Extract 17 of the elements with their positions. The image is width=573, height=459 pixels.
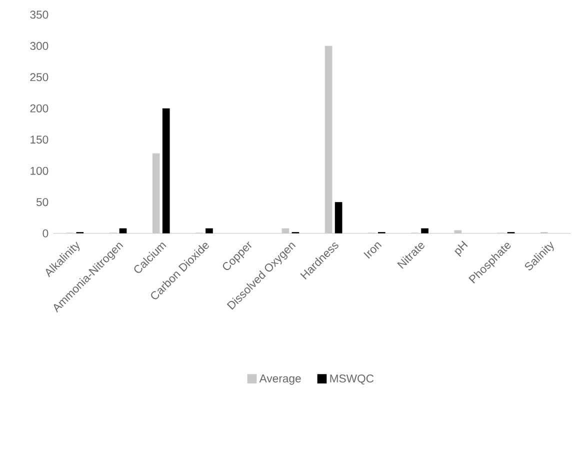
legend-label: MSWQC [330, 374, 374, 385]
y-tick-label: 50 [36, 198, 48, 206]
bar [206, 228, 213, 234]
bar [421, 228, 428, 234]
legend-label: Average [259, 374, 301, 385]
y-tick-label: 250 [30, 73, 48, 82]
y-tick-label: 300 [30, 42, 48, 50]
x-tick-label: pH [454, 240, 468, 257]
y-tick-label: 350 [30, 10, 48, 19]
x-tick-label: Iron [364, 242, 382, 259]
bar [334, 202, 342, 234]
y-tick-label: 150 [30, 136, 48, 144]
y-tick-label: 200 [30, 104, 48, 112]
bar [119, 228, 127, 234]
bar [162, 108, 170, 234]
y-tick-label: 100 [30, 166, 48, 175]
y-tick-label: 0 [42, 229, 48, 238]
